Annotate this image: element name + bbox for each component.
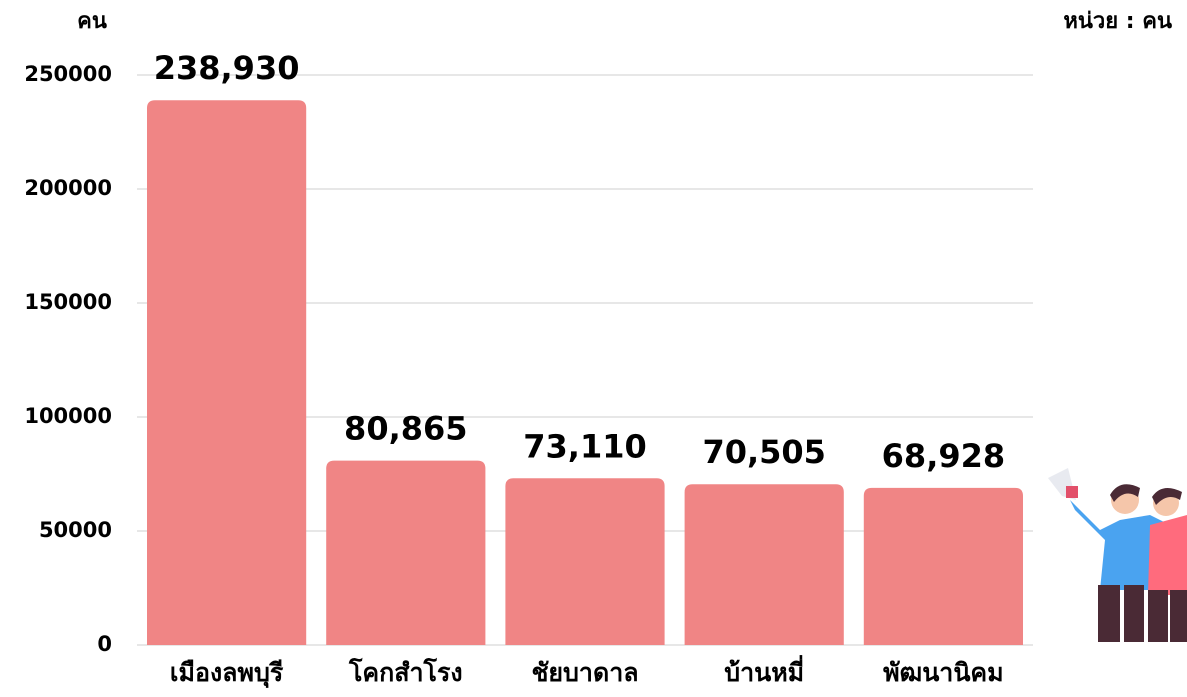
unit-note: หน่วย : คน bbox=[1063, 9, 1172, 34]
y-axis-label: คน bbox=[77, 9, 107, 34]
x-tick-label: เมืองลพบุรี bbox=[170, 658, 284, 689]
y-tick-label: 150000 bbox=[24, 290, 112, 314]
y-tick-label: 0 bbox=[97, 632, 112, 656]
illustration bbox=[1048, 468, 1187, 642]
bar bbox=[326, 461, 485, 645]
chart: คน หน่วย : คน 0 50000 100000 150000 200000 25… bbox=[0, 0, 1187, 697]
y-tick-label: 250000 bbox=[24, 62, 112, 86]
x-tick-label: โคกสำโรง bbox=[348, 657, 463, 687]
x-tick-label: พัฒนานิคม bbox=[883, 658, 1003, 687]
y-tick-label: 200000 bbox=[24, 176, 112, 200]
bar bbox=[505, 478, 664, 645]
value-label: 80,865 bbox=[344, 410, 467, 448]
value-label: 68,928 bbox=[882, 437, 1005, 475]
bar bbox=[147, 100, 306, 645]
x-tick-label: ชัยบาดาล bbox=[531, 658, 638, 687]
bar bbox=[864, 488, 1023, 645]
y-tick-label: 100000 bbox=[24, 404, 112, 428]
x-tick-label: บ้านหมี่ bbox=[724, 655, 804, 687]
value-label: 238,930 bbox=[154, 49, 300, 87]
value-label: 70,505 bbox=[702, 433, 825, 471]
bar bbox=[685, 484, 844, 645]
value-label: 73,110 bbox=[523, 427, 646, 465]
y-tick-label: 50000 bbox=[39, 518, 112, 542]
